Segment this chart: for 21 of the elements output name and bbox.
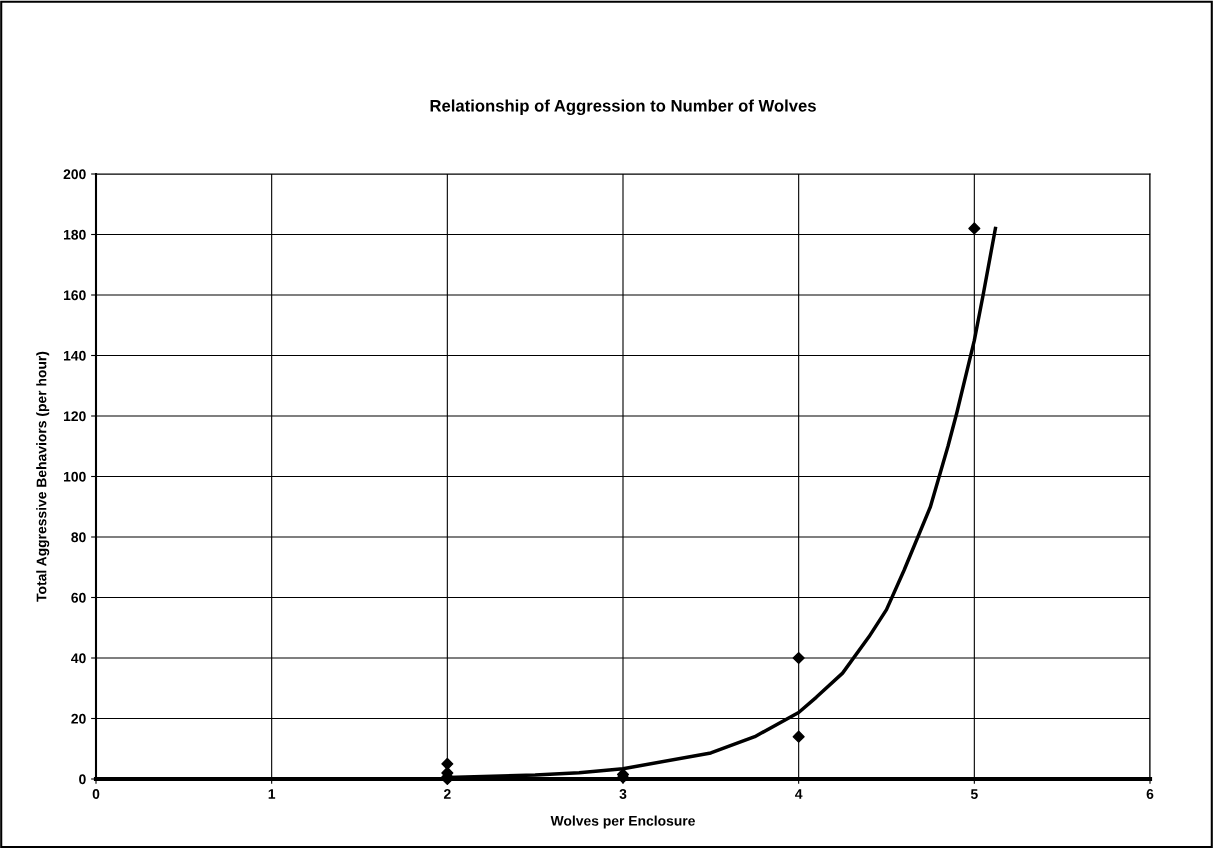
x-tick-label: 4 <box>795 789 803 799</box>
x-tick-label: 0 <box>92 789 100 799</box>
y-tick-label: 100 <box>63 471 86 482</box>
y-tick-label: 20 <box>71 713 86 724</box>
x-tick-label: 1 <box>268 789 276 799</box>
x-tick-label: 5 <box>970 789 978 799</box>
y-axis-title: Total Aggressive Behaviors (per hour) <box>36 351 50 602</box>
x-tick-label: 3 <box>619 789 627 799</box>
chart-title: Relationship of Aggression to Number of Wolves <box>430 99 816 116</box>
y-tick-label: 120 <box>63 411 86 422</box>
y-tick-label: 180 <box>63 229 86 240</box>
x-tick-label: 2 <box>443 789 451 799</box>
y-tick-label: 160 <box>63 290 86 301</box>
y-tick-label: 0 <box>79 774 86 785</box>
y-tick-label: 60 <box>71 592 86 603</box>
y-tick-label: 140 <box>63 350 86 361</box>
y-tick-label: 200 <box>63 169 86 180</box>
x-tick-label: 6 <box>1146 789 1154 799</box>
x-axis-title: Wolves per Enclosure <box>550 815 695 829</box>
y-tick-label: 40 <box>71 653 86 664</box>
y-tick-label: 80 <box>71 532 86 543</box>
